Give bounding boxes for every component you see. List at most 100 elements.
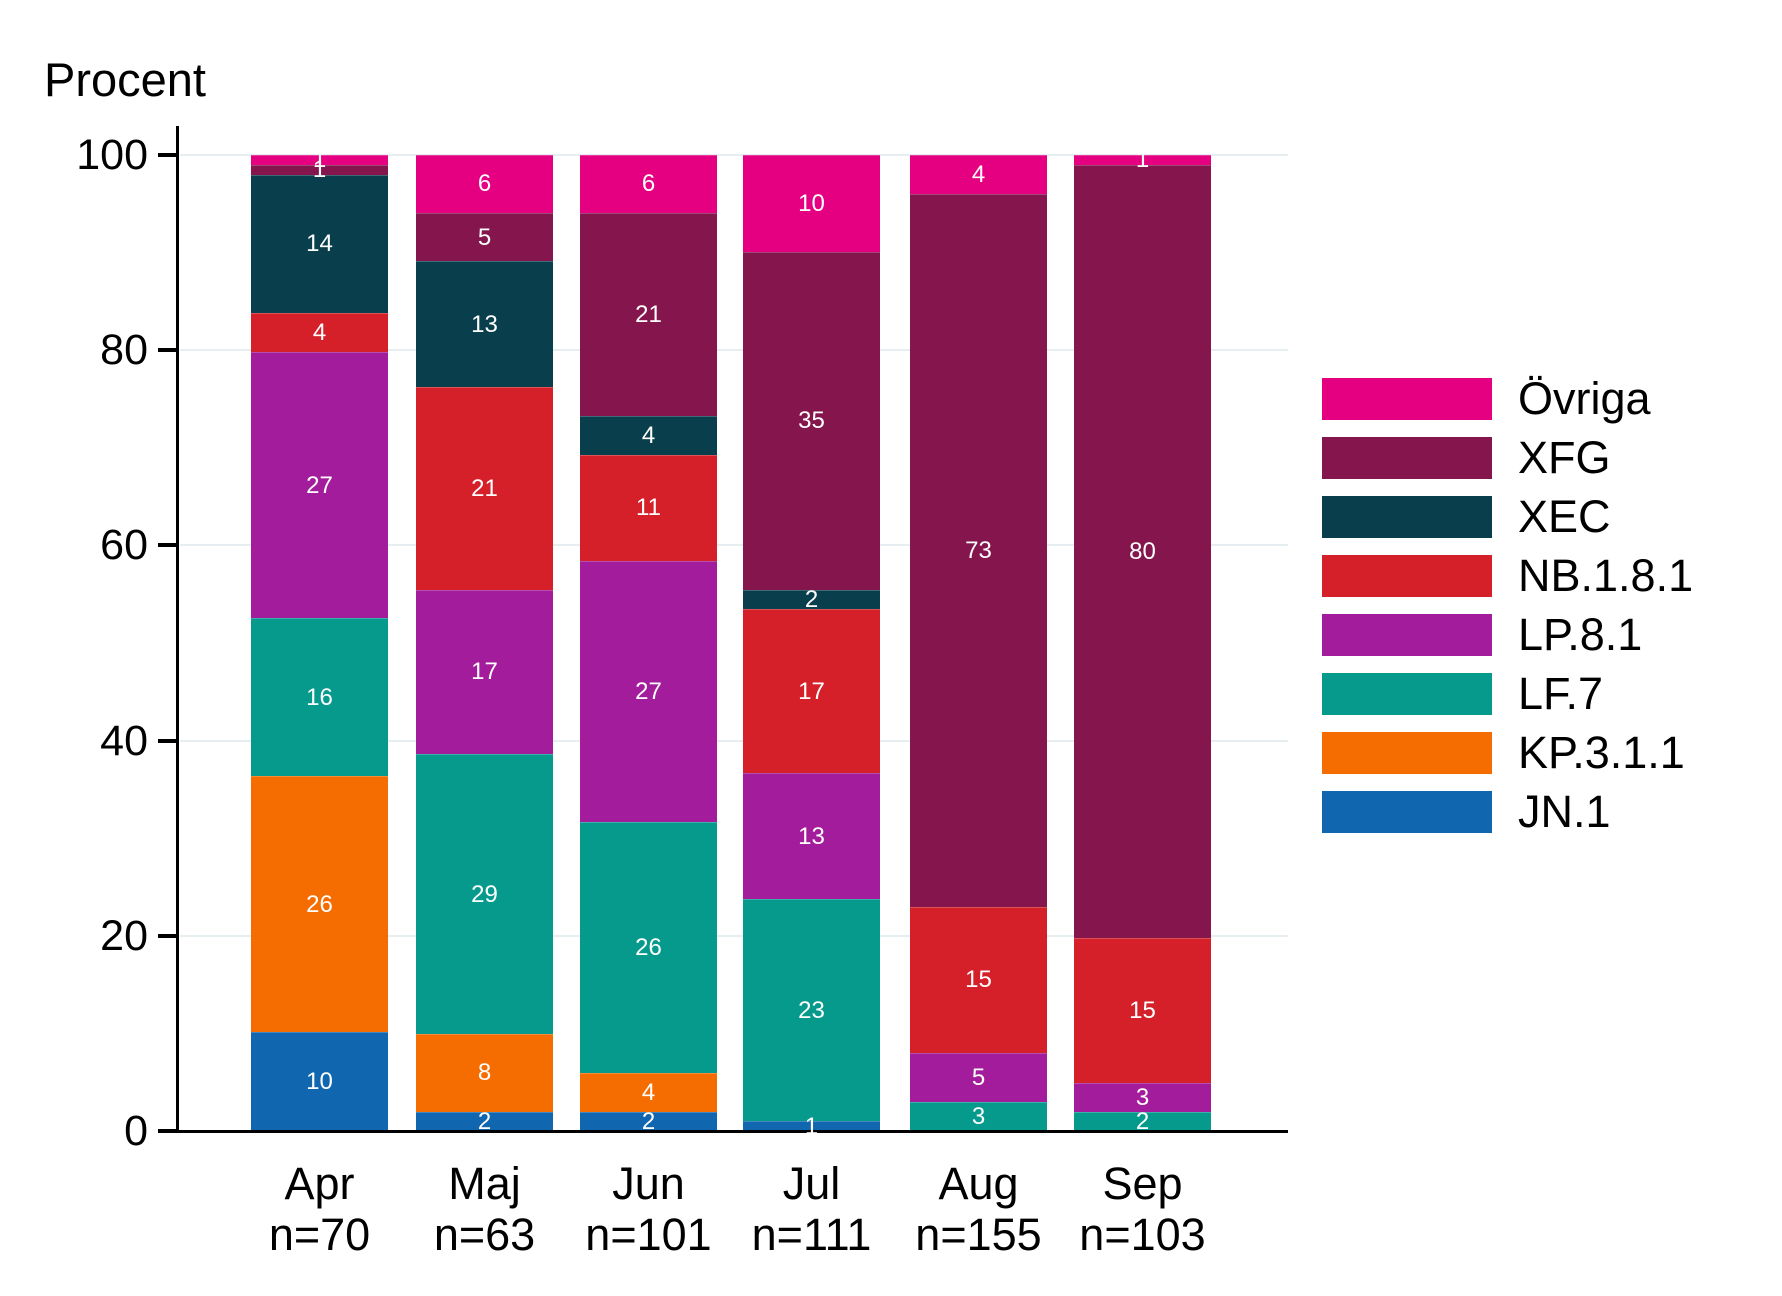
x-axis-label-n: n=155 [915, 1209, 1042, 1260]
x-axis-label-apr: Apr n=70 [210, 1158, 430, 1260]
bar-segment-value: 23 [798, 996, 825, 1024]
bar-segment-value: 3 [1135, 1083, 1150, 1111]
bar-segment-value: 2 [804, 585, 819, 613]
bar-segment-xfg: 5 [416, 212, 553, 262]
bar-segment-value: 21 [471, 474, 498, 502]
bar-apr: 1 1 14 4 27 16 26 10 [251, 148, 388, 1131]
bar-segment-value: 27 [306, 471, 333, 499]
x-axis-label-sep: Sep n=103 [1033, 1158, 1253, 1260]
legend-label: LF.7 [1518, 668, 1604, 719]
legend-label: XEC [1518, 491, 1611, 542]
bar-segment-övriga: 1 [1074, 148, 1211, 172]
legend-item-lf.7: LF.7 [1322, 668, 1693, 719]
bar-jun: 6 21 4 11 27 26 4 2 [580, 155, 717, 1135]
bar-segment-lp.8.1: 13 [743, 773, 880, 900]
x-axis-label-month: Maj [448, 1158, 521, 1209]
bar-segment-lp.8.1: 17 [416, 589, 553, 755]
y-axis [176, 126, 179, 1133]
legend-item-övriga: Övriga [1322, 373, 1693, 424]
y-tick-label-40: 40 [100, 716, 148, 765]
bar-segment-value: 13 [798, 822, 825, 850]
bar-segment-value: 8 [477, 1059, 492, 1087]
bar-segment-value: 2 [641, 1107, 656, 1135]
y-tick-label-20: 20 [100, 911, 148, 960]
x-axis [162, 1130, 1288, 1133]
gridline-100 [180, 154, 1288, 156]
bar-segment-xfg: 1 [251, 158, 388, 182]
bar-segment-lp.8.1: 5 [910, 1052, 1047, 1102]
legend-label: NB.1.8.1 [1518, 550, 1694, 601]
bar-segment-xfg: 35 [743, 251, 880, 590]
bar-segment-value: 5 [971, 1063, 986, 1091]
bar-segment-xfg: 80 [1074, 164, 1211, 938]
bar-segment-övriga: 6 [416, 155, 553, 213]
x-axis-label-n: n=103 [1079, 1209, 1206, 1260]
bar-segment-value: 4 [641, 1078, 656, 1106]
bar-segment-nb.1.8.1: 11 [580, 454, 717, 561]
x-axis-label-n: n=70 [268, 1209, 371, 1260]
bar-segment-value: 10 [306, 1068, 333, 1096]
y-tick-100 [158, 153, 177, 157]
bar-segment-nb.1.8.1: 15 [1074, 937, 1211, 1083]
x-axis-label-month: Jul [782, 1158, 841, 1209]
legend-swatch [1322, 791, 1492, 833]
x-axis-label-aug: Aug n=155 [869, 1158, 1089, 1260]
bar-segment-lp.8.1: 27 [580, 560, 717, 822]
bar-segment-value: 1 [1135, 146, 1150, 174]
legend-swatch [1322, 378, 1492, 420]
bar-segment-kp.3.1.1: 4 [580, 1072, 717, 1112]
bar-segment-value: 1 [312, 156, 327, 184]
y-tick-label-100: 100 [76, 131, 148, 179]
x-axis-label-maj: Maj n=63 [375, 1158, 595, 1260]
x-axis-label-n: n=63 [433, 1209, 536, 1260]
bar-segment-övriga: 4 [910, 155, 1047, 195]
bar-segment-value: 2 [1135, 1107, 1150, 1135]
bar-segment-nb.1.8.1: 4 [251, 312, 388, 353]
bar-segment-value: 11 [636, 494, 661, 522]
legend-swatch [1322, 673, 1492, 715]
bar-segment-övriga: 10 [743, 155, 880, 252]
bar-segment-jn.1: 2 [416, 1109, 553, 1133]
bar-segment-value: 4 [312, 318, 327, 346]
bar-segment-value: 16 [306, 683, 333, 711]
bar-segment-value: 1 [312, 146, 327, 174]
bar-segment-value: 15 [1129, 996, 1156, 1024]
bar-segment-kp.3.1.1: 8 [416, 1034, 553, 1112]
x-axis-label-month: Jun [612, 1158, 685, 1209]
y-tick-label-0: 0 [124, 1107, 148, 1155]
gridline-20 [180, 934, 1288, 937]
legend-item-xfg: XFG [1322, 432, 1693, 483]
gridline-60 [180, 544, 1288, 547]
bar-segment-jn.1: 2 [580, 1107, 717, 1135]
legend-label: KP.3.1.1 [1518, 727, 1685, 778]
legend-item-lp.8.1: LP.8.1 [1322, 609, 1693, 660]
legend-item-nb.1.8.1: NB.1.8.1 [1322, 550, 1693, 601]
bar-segment-jn.1: 1 [743, 1114, 880, 1138]
y-tick-label-80: 80 [100, 326, 148, 375]
x-axis-label-jul: Jul n=111 [702, 1158, 922, 1260]
legend-label: XFG [1518, 432, 1611, 483]
x-axis-label-jun: Jun n=101 [539, 1158, 759, 1260]
bar-segment-kp.3.1.1: 26 [251, 776, 388, 1033]
legend-label: JN.1 [1518, 786, 1611, 837]
bar-segment-xec: 2 [743, 585, 880, 613]
legend-swatch [1322, 732, 1492, 774]
legend-item-xec: XEC [1322, 491, 1693, 542]
bar-segment-value: 14 [306, 230, 333, 258]
bar-segment-value: 10 [798, 189, 825, 217]
bar-segment-value: 26 [635, 933, 662, 961]
legend-label: Övriga [1518, 373, 1651, 424]
y-tick-0 [158, 1129, 177, 1133]
legend-item-jn.1: JN.1 [1322, 786, 1693, 837]
bar-segment-value: 26 [306, 890, 333, 918]
bar-segment-xfg: 73 [910, 194, 1047, 907]
bar-segment-value: 5 [477, 223, 492, 251]
legend-item-kp.3.1.1: KP.3.1.1 [1322, 727, 1693, 778]
x-axis-label-month: Aug [938, 1158, 1019, 1209]
bar-jul: 10 35 2 17 13 23 1 [743, 155, 880, 1138]
bar-segment-value: 6 [477, 170, 492, 198]
gridline-40 [180, 739, 1288, 742]
bar-segment-lf.7: 3 [910, 1101, 1047, 1131]
x-axis-label-month: Sep [1102, 1158, 1183, 1209]
